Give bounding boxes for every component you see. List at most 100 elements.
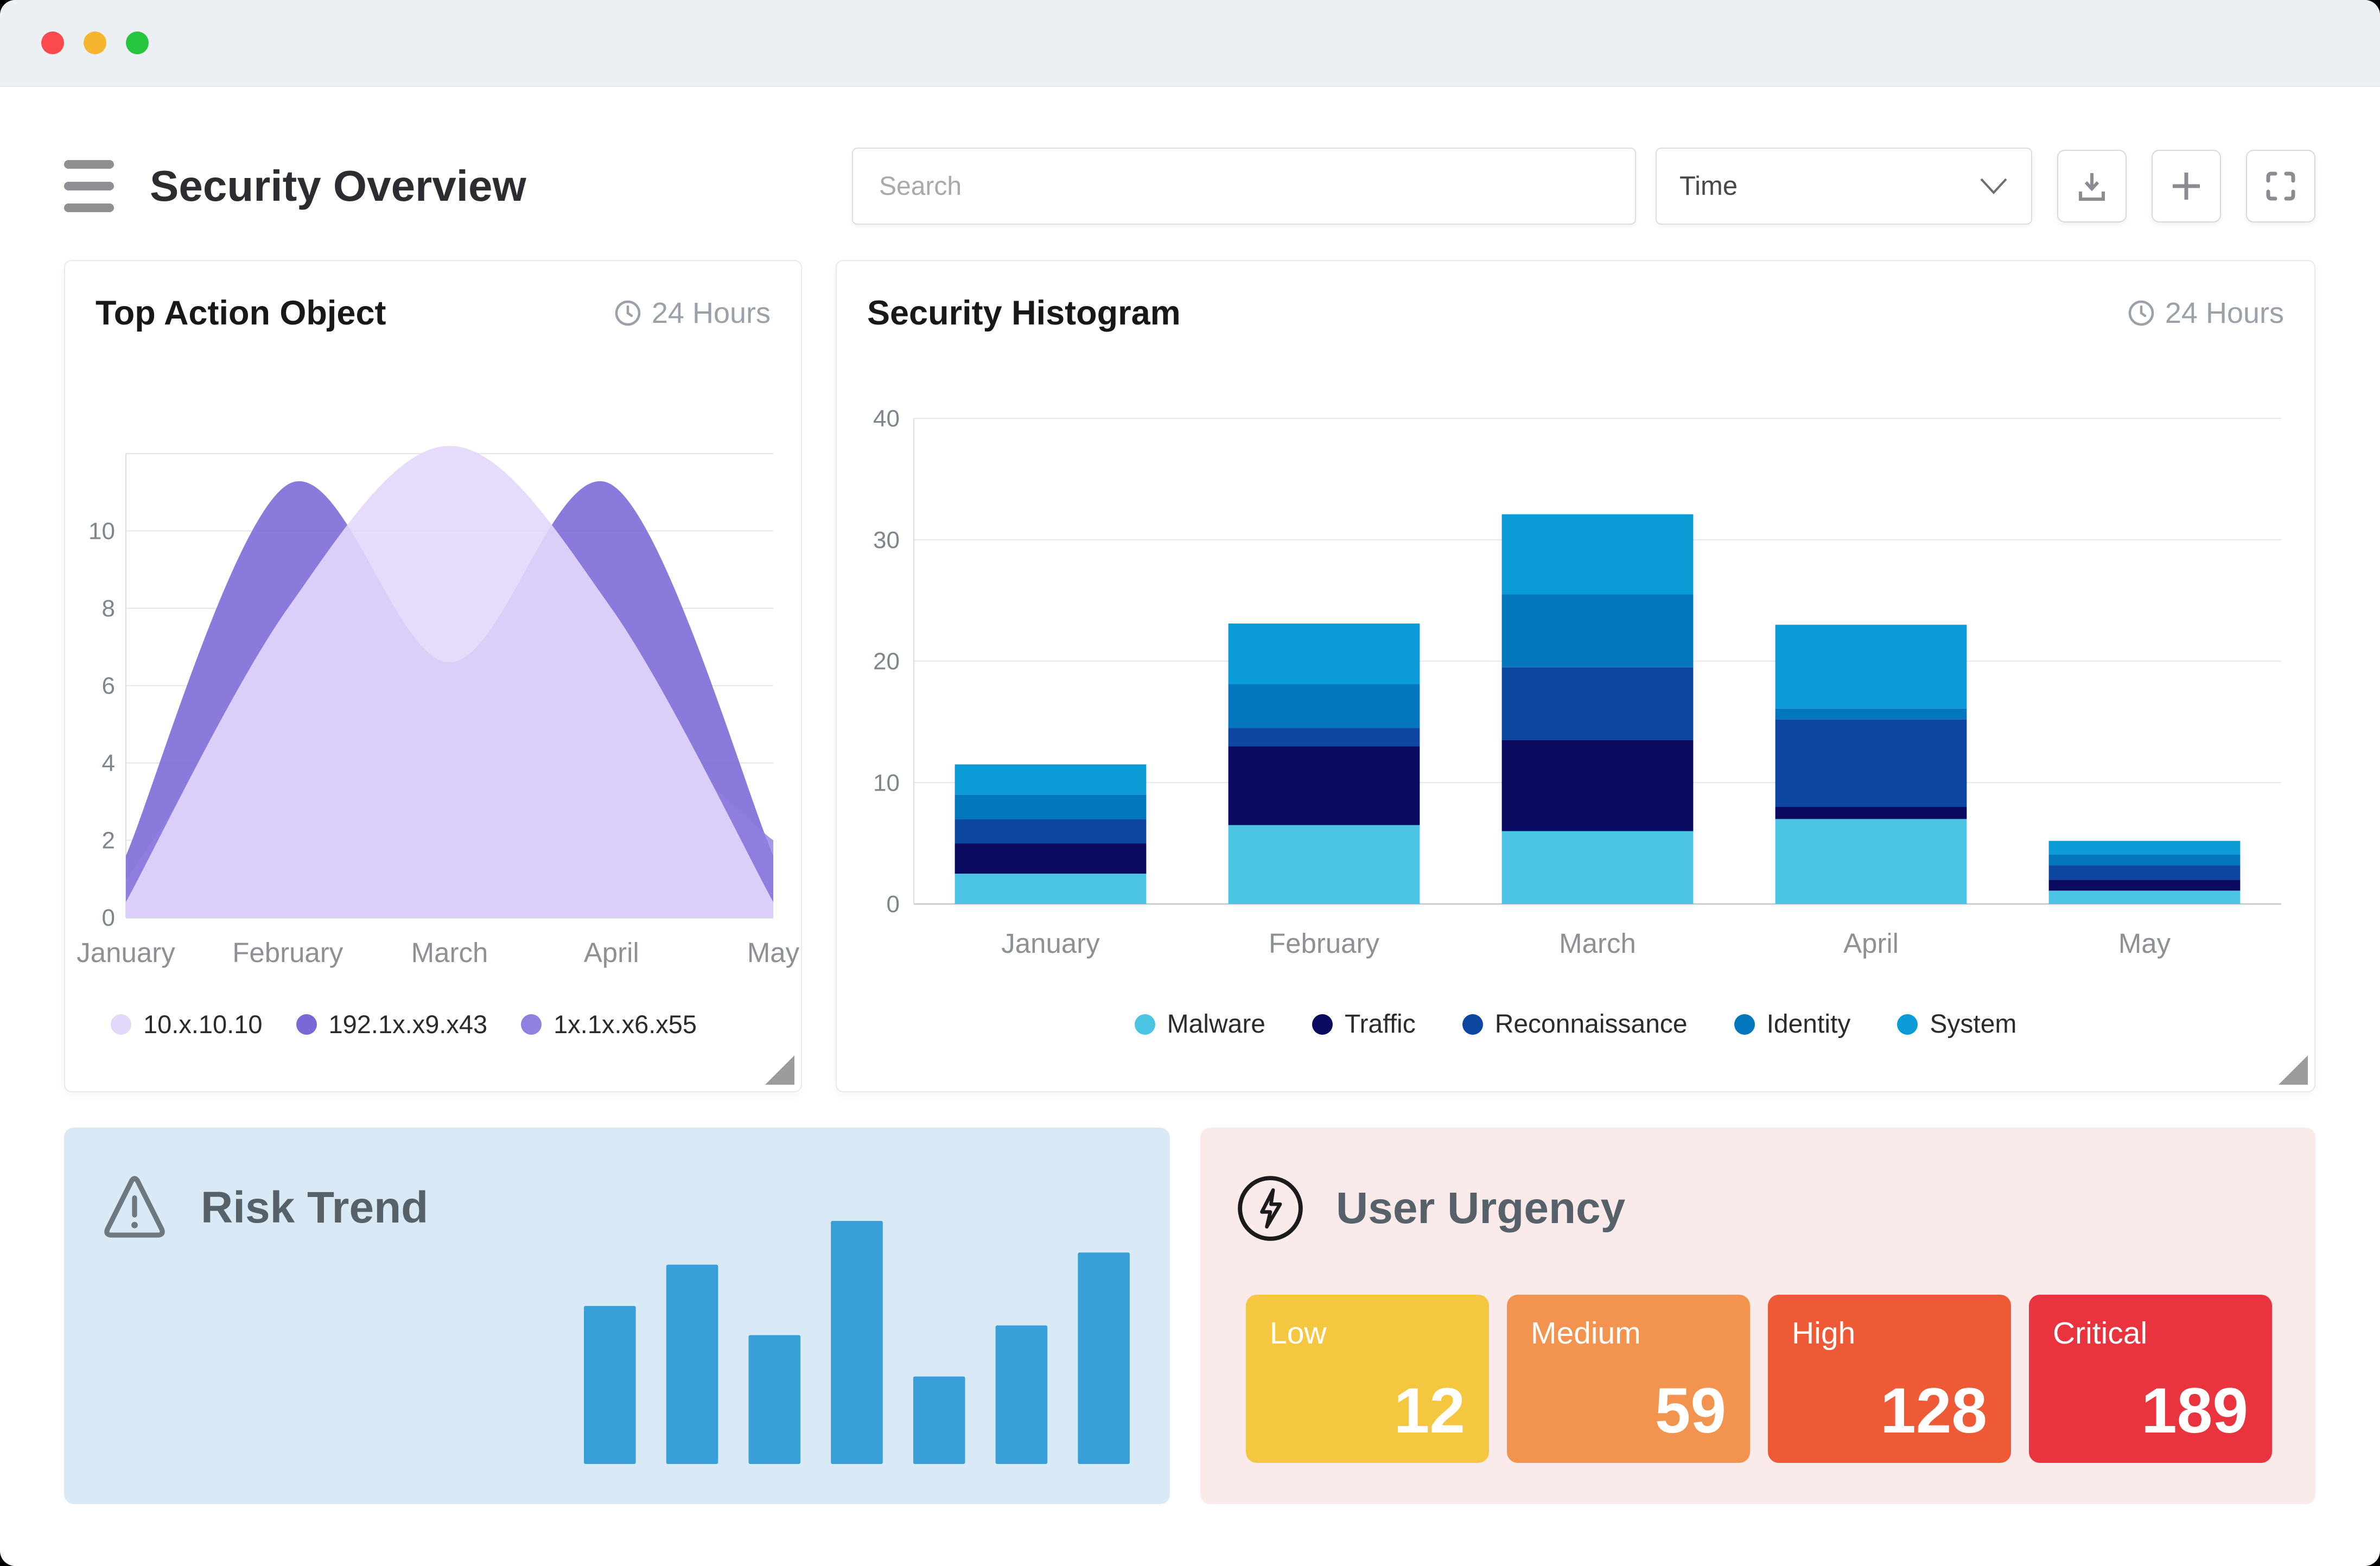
svg-text:2: 2	[102, 827, 115, 854]
download-icon	[2079, 173, 2105, 201]
user-urgency-card: User Urgency Low 12 Medium 59 High 128 C…	[1200, 1128, 2315, 1504]
legend-dot-icon	[1897, 1014, 1918, 1035]
svg-text:February: February	[232, 937, 343, 968]
urgency-tile-critical: Critical 189	[2029, 1295, 2272, 1463]
chevron-down-icon	[1980, 178, 2007, 194]
svg-text:10: 10	[873, 769, 900, 796]
legend-dot-icon	[1134, 1014, 1155, 1035]
urgency-tile-high: High 128	[1768, 1295, 2011, 1463]
page-header: Security Overview Time	[64, 148, 2315, 225]
time-select[interactable]: Time	[1656, 148, 2032, 225]
fullscreen-icon	[2266, 171, 2295, 201]
panel-title: User Urgency	[1336, 1183, 1626, 1233]
legend-item[interactable]: Malware	[1134, 1009, 1265, 1039]
menu-icon	[64, 160, 114, 169]
time-range-badge: 24 Hours	[614, 296, 771, 330]
top-action-object-card: Top Action Object 24 Hours 0 2 4 6 8 10 Januar…	[64, 260, 802, 1092]
tile-label: Medium	[1531, 1316, 1641, 1351]
security-histogram-chart[interactable]: 0 10 20 30 40 January February March April May	[853, 391, 2300, 999]
time-select-value: Time	[1679, 171, 1738, 201]
svg-text:April: April	[1843, 928, 1899, 959]
legend-item[interactable]: 10.x.10.10	[111, 1009, 263, 1039]
resize-handle[interactable]	[765, 1055, 794, 1085]
time-range-label: 24 Hours	[2165, 297, 2284, 329]
legend-dot-icon	[296, 1014, 317, 1035]
legend-dot-icon	[1312, 1014, 1333, 1035]
legend-dot-icon	[111, 1014, 131, 1035]
svg-text:February: February	[1269, 928, 1380, 959]
download-button[interactable]	[2057, 150, 2127, 222]
toolbar: Time	[852, 148, 2315, 225]
risk-trend-card: Risk Trend	[64, 1128, 1170, 1504]
svg-text:40: 40	[873, 405, 900, 432]
svg-text:0: 0	[887, 891, 900, 918]
legend-label: System	[1930, 1010, 2017, 1039]
svg-text:30: 30	[873, 527, 900, 553]
svg-text:January: January	[77, 937, 175, 968]
tile-value: 59	[1654, 1375, 1726, 1447]
window-close-button[interactable]	[41, 31, 64, 54]
legend-item[interactable]: 192.1x.x9.x43	[296, 1009, 488, 1039]
tile-label: Critical	[2053, 1316, 2148, 1351]
plus-icon	[2173, 173, 2200, 200]
urgency-tiles: Low 12 Medium 59 High 128 Critical 189	[1246, 1295, 2272, 1463]
legend-label: Identity	[1766, 1010, 1851, 1039]
tile-value: 12	[1393, 1375, 1465, 1447]
window-zoom-button[interactable]	[126, 31, 149, 54]
clock-icon	[615, 300, 641, 326]
urgency-tile-medium: Medium 59	[1507, 1295, 1750, 1463]
legend-item[interactable]: Reconnaissance	[1462, 1009, 1688, 1039]
svg-text:March: March	[411, 937, 488, 968]
urgency-tile-low: Low 12	[1246, 1295, 1489, 1463]
menu-button[interactable]	[64, 160, 114, 212]
security-histogram-card: Security Histogram 24 Hours 0 10 20 30 40 Jan…	[836, 260, 2315, 1092]
time-range-badge: 24 Hours	[2127, 296, 2284, 330]
svg-text:8: 8	[102, 595, 115, 622]
top-action-object-chart[interactable]: 0 2 4 6 8 10 January February March April May	[77, 429, 800, 1010]
page-title: Security Overview	[150, 162, 526, 210]
legend-label: Malware	[1167, 1010, 1265, 1039]
svg-text:4: 4	[102, 750, 115, 776]
legend-item[interactable]: Traffic	[1312, 1009, 1416, 1039]
tile-value: 128	[1880, 1375, 1987, 1447]
time-range-label: 24 Hours	[651, 297, 771, 329]
chart-legend: Malware Traffic Reconnaissance Identity Syst…	[837, 1009, 2314, 1039]
legend-label: 10.x.10.10	[143, 1010, 263, 1039]
add-button[interactable]	[2152, 150, 2221, 222]
tile-value: 189	[2141, 1375, 2248, 1447]
svg-text:6: 6	[102, 673, 115, 699]
legend-label: 192.1x.x9.x43	[328, 1010, 488, 1039]
risk-trend-chart[interactable]	[569, 1221, 1145, 1464]
svg-text:April: April	[584, 937, 639, 968]
legend-dot-icon	[521, 1014, 542, 1035]
svg-text:0: 0	[102, 905, 115, 931]
panel-title: Risk Trend	[201, 1183, 429, 1232]
legend-label: Reconnaissance	[1494, 1010, 1688, 1039]
window-minimize-button[interactable]	[84, 31, 106, 54]
svg-text:January: January	[1001, 928, 1100, 959]
legend-item[interactable]: Identity	[1734, 1009, 1851, 1039]
svg-text:20: 20	[873, 648, 900, 675]
svg-text:March: March	[1559, 928, 1636, 959]
svg-text:May: May	[2118, 928, 2171, 959]
chart-legend: 10.x.10.10 192.1x.x9.x43 1x.1x.x6.x55	[111, 1009, 697, 1039]
card-title: Top Action Object	[96, 294, 386, 332]
fullscreen-button[interactable]	[2246, 150, 2315, 222]
resize-handle[interactable]	[2279, 1055, 2308, 1085]
legend-item[interactable]: System	[1897, 1009, 2016, 1039]
svg-text:10: 10	[88, 518, 115, 545]
warning-triangle-icon	[104, 1176, 165, 1238]
svg-text:May: May	[747, 937, 800, 968]
legend-dot-icon	[1734, 1014, 1755, 1035]
lightning-icon	[1238, 1176, 1303, 1241]
search-input[interactable]	[852, 148, 1636, 225]
legend-item[interactable]: 1x.1x.x6.x55	[521, 1009, 697, 1039]
window-titlebar	[0, 0, 2380, 87]
tile-label: High	[1792, 1316, 1856, 1351]
clock-icon	[2128, 300, 2154, 326]
card-title: Security Histogram	[867, 294, 1181, 332]
legend-label: 1x.1x.x6.x55	[553, 1010, 697, 1039]
legend-dot-icon	[1462, 1014, 1483, 1035]
legend-label: Traffic	[1345, 1010, 1416, 1039]
